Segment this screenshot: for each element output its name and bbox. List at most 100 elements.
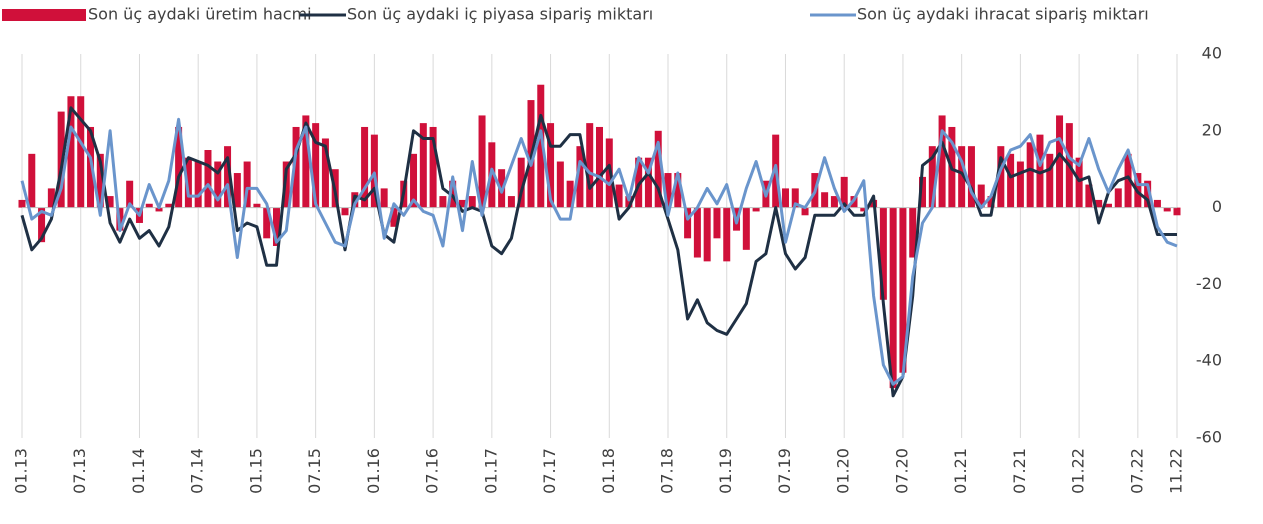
x-tick-label: 07.17	[540, 448, 559, 494]
bar	[67, 96, 75, 208]
bar	[566, 180, 574, 208]
bar	[654, 130, 662, 208]
bar	[214, 161, 222, 208]
bar	[1144, 180, 1152, 208]
bar	[713, 207, 721, 239]
bar	[1016, 161, 1024, 208]
x-tick-label: 07.16	[423, 448, 442, 494]
x-tick-label: 07.22	[1127, 448, 1146, 494]
bar	[644, 157, 652, 208]
y-tick-label: 0	[1212, 197, 1222, 216]
x-tick-label: 01.19	[716, 448, 735, 494]
bar	[693, 207, 701, 258]
bar	[1007, 153, 1015, 208]
x-tick-label: 07.21	[1010, 448, 1029, 494]
bar	[429, 126, 437, 208]
x-tick-label: 01.14	[129, 448, 148, 494]
bar	[145, 203, 153, 208]
bar	[1056, 115, 1064, 208]
y-tick-label: 40	[1202, 44, 1222, 63]
bar	[791, 188, 799, 208]
bar	[263, 207, 271, 239]
bar	[204, 150, 212, 208]
bar	[625, 196, 633, 208]
bar	[977, 184, 985, 208]
bar	[282, 161, 290, 208]
bar	[1114, 188, 1122, 208]
bar	[312, 123, 320, 208]
bar	[997, 146, 1005, 208]
bar	[1163, 207, 1171, 212]
x-tick-label: 07.14	[188, 448, 207, 494]
bar	[928, 146, 936, 208]
x-tick-label: 01.16	[364, 448, 383, 494]
bar	[175, 126, 183, 208]
y-tick-label: -20	[1196, 274, 1222, 293]
bar	[821, 192, 829, 208]
x-tick-label: 07.19	[775, 448, 794, 494]
bar	[674, 173, 682, 208]
bar	[370, 134, 378, 208]
legend-label: Son üç aydaki iç piyasa sipariş miktarı	[347, 5, 653, 24]
bar	[47, 188, 55, 208]
bar	[1153, 199, 1161, 208]
bar	[889, 207, 897, 389]
y-tick-label: -60	[1196, 428, 1222, 447]
bar	[1095, 199, 1103, 208]
bar	[879, 207, 887, 300]
line-series	[20, 117, 1178, 386]
bar	[1046, 153, 1054, 208]
bar	[781, 188, 789, 208]
bar	[380, 188, 388, 208]
bar	[586, 123, 594, 208]
bar	[449, 180, 457, 208]
bar	[840, 176, 848, 208]
bar	[155, 207, 163, 212]
x-tick-label: 01.15	[246, 448, 265, 494]
bar	[243, 161, 251, 208]
bar	[410, 153, 418, 208]
bar	[1085, 184, 1093, 208]
bar	[478, 115, 486, 208]
bar	[556, 161, 564, 208]
x-tick-label: 01.22	[1069, 448, 1088, 494]
bar	[272, 207, 280, 246]
bar	[458, 199, 466, 208]
x-tick-label: 07.18	[658, 448, 677, 494]
bar	[361, 126, 369, 208]
bar	[919, 176, 927, 208]
bar	[1026, 142, 1034, 208]
y-tick-label: -40	[1196, 351, 1222, 370]
bar	[958, 146, 966, 208]
bar	[1173, 207, 1181, 216]
bar	[1036, 134, 1044, 208]
x-tick-label: 07.13	[70, 448, 89, 494]
bar	[517, 157, 525, 208]
bar	[664, 173, 672, 208]
bar	[615, 184, 623, 208]
bar	[742, 207, 750, 250]
bar	[987, 196, 995, 208]
bar	[419, 123, 427, 208]
x-tick-label: 01.13	[12, 448, 31, 494]
bar	[292, 126, 300, 208]
bar	[830, 196, 838, 208]
bar	[253, 203, 261, 208]
bar	[96, 153, 104, 208]
bar	[703, 207, 711, 262]
x-tick-label: 07.20	[892, 448, 911, 494]
bar	[507, 196, 515, 208]
x-tick-label: 01.20	[834, 448, 853, 494]
bar	[899, 207, 907, 373]
bar	[106, 196, 114, 208]
bar	[468, 196, 476, 208]
bar	[684, 207, 692, 239]
bar	[1124, 153, 1132, 208]
bar	[1104, 203, 1112, 208]
bar	[860, 207, 868, 212]
legend-swatch	[2, 9, 86, 21]
bar	[801, 207, 809, 216]
bar	[596, 126, 603, 208]
legend-label: Son üç aydaki üretim hacmi	[88, 5, 312, 24]
